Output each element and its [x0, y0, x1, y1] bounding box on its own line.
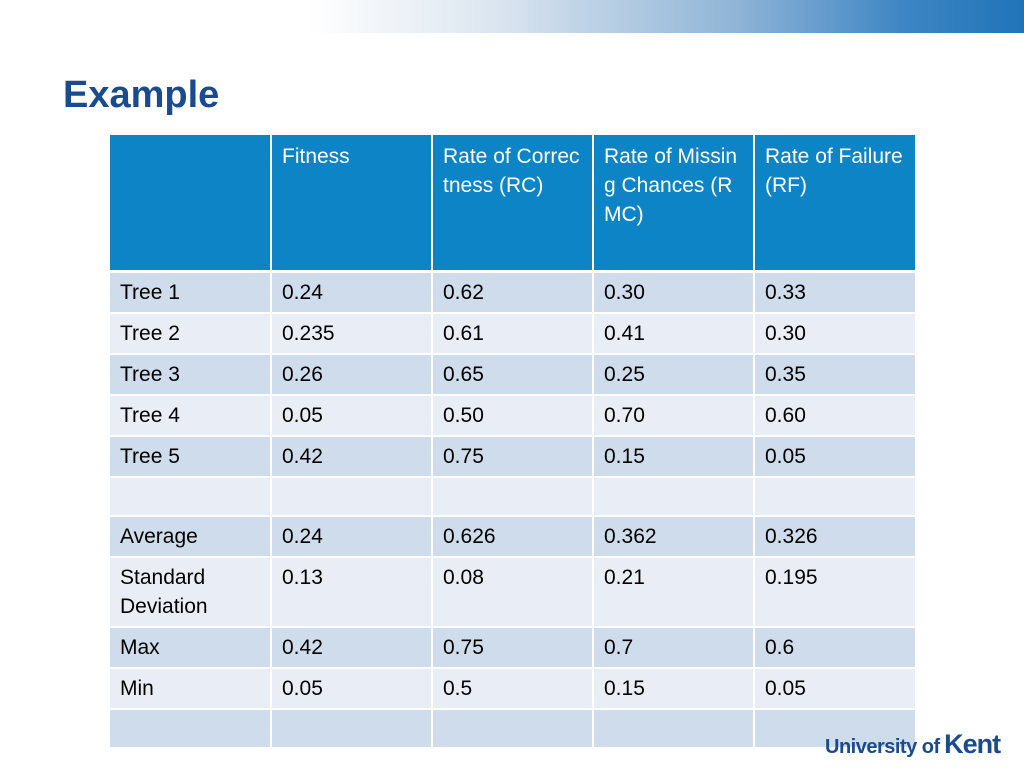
table-cell — [753, 475, 917, 517]
table-cell: 0.42 — [270, 434, 433, 478]
table-cell: 0.21 — [592, 555, 755, 628]
table-cell: 0.26 — [270, 352, 433, 396]
table-cell: 0.50 — [431, 393, 594, 437]
table-row: Standard Deviation 0.13 0.08 0.21 0.195 — [108, 555, 917, 628]
slide-title: Example — [63, 74, 220, 116]
table-cell: Max — [108, 625, 272, 669]
university-of-kent-logo: University of Kent — [825, 729, 1001, 759]
table-cell: 0.33 — [753, 270, 917, 314]
table-cell: 0.24 — [270, 270, 433, 314]
table-cell: 0.24 — [270, 514, 433, 558]
logo-text-university-of: University of — [825, 736, 940, 758]
table-row-empty — [108, 707, 917, 749]
table-row-empty — [108, 475, 917, 517]
table-cell: 0.15 — [592, 666, 755, 710]
table-cell: Average — [108, 514, 272, 558]
table-cell: 0.6 — [753, 625, 917, 669]
table-cell: 0.30 — [753, 311, 917, 355]
table-cell: 0.626 — [431, 514, 594, 558]
table-cell — [431, 475, 594, 517]
table-cell: 0.05 — [753, 434, 917, 478]
header-cell-rc: Rate of Correctness (RC) — [431, 133, 594, 273]
table-cell: 0.08 — [431, 555, 594, 628]
table-cell — [592, 475, 755, 517]
table-cell — [431, 707, 594, 749]
table-row: Tree 1 0.24 0.62 0.30 0.33 — [108, 270, 917, 314]
table-cell — [753, 707, 917, 749]
table-cell: 0.7 — [592, 625, 755, 669]
table-cell: 0.326 — [753, 514, 917, 558]
table-cell: 0.05 — [270, 666, 433, 710]
table-cell: 0.5 — [431, 666, 594, 710]
table-cell: Tree 2 — [108, 311, 272, 355]
table-cell: Tree 4 — [108, 393, 272, 437]
table-cell: 0.42 — [270, 625, 433, 669]
table-cell: 0.30 — [592, 270, 755, 314]
table-cell — [270, 707, 433, 749]
table-row: Tree 2 0.235 0.61 0.41 0.30 — [108, 311, 917, 355]
table-row: Tree 4 0.05 0.50 0.70 0.60 — [108, 393, 917, 437]
results-table: Fitness Rate of Correctness (RC) Rate of… — [108, 133, 917, 749]
table-row: Min 0.05 0.5 0.15 0.05 — [108, 666, 917, 710]
table-cell: 0.235 — [270, 311, 433, 355]
table-cell: 0.13 — [270, 555, 433, 628]
table-cell: 0.65 — [431, 352, 594, 396]
table-cell: 0.05 — [753, 666, 917, 710]
table-cell: 0.362 — [592, 514, 755, 558]
table-cell: 0.25 — [592, 352, 755, 396]
table-cell: 0.60 — [753, 393, 917, 437]
table-cell: Tree 1 — [108, 270, 272, 314]
header-cell-fitness: Fitness — [270, 133, 433, 273]
table-cell: 0.41 — [592, 311, 755, 355]
table-cell: 0.35 — [753, 352, 917, 396]
header-cell-rmc: Rate of Missing Chances (RMC) — [592, 133, 755, 273]
table-cell: 0.75 — [431, 625, 594, 669]
header-cell-rf: Rate of Failure (RF) — [753, 133, 917, 273]
table-cell — [270, 475, 433, 517]
table-cell — [592, 707, 755, 749]
table-row: Average 0.24 0.626 0.362 0.326 — [108, 514, 917, 558]
table-cell: Standard Deviation — [108, 555, 272, 628]
logo-text-kent: Kent — [944, 729, 1001, 759]
table-cell: Tree 3 — [108, 352, 272, 396]
table-cell — [108, 707, 272, 749]
table-cell: 0.05 — [270, 393, 433, 437]
header-cell-blank — [108, 133, 272, 273]
table-cell: 0.195 — [753, 555, 917, 628]
table-cell: 0.70 — [592, 393, 755, 437]
table-cell: 0.61 — [431, 311, 594, 355]
table-cell: 0.62 — [431, 270, 594, 314]
table-row: Tree 5 0.42 0.75 0.15 0.05 — [108, 434, 917, 478]
table-cell: Tree 5 — [108, 434, 272, 478]
table-header-row: Fitness Rate of Correctness (RC) Rate of… — [108, 133, 917, 273]
top-gradient-band — [0, 0, 1024, 33]
table-cell: Min — [108, 666, 272, 710]
table-cell — [108, 475, 272, 517]
table-cell: 0.75 — [431, 434, 594, 478]
table-cell: 0.15 — [592, 434, 755, 478]
table-row: Tree 3 0.26 0.65 0.25 0.35 — [108, 352, 917, 396]
table-row: Max 0.42 0.75 0.7 0.6 — [108, 625, 917, 669]
